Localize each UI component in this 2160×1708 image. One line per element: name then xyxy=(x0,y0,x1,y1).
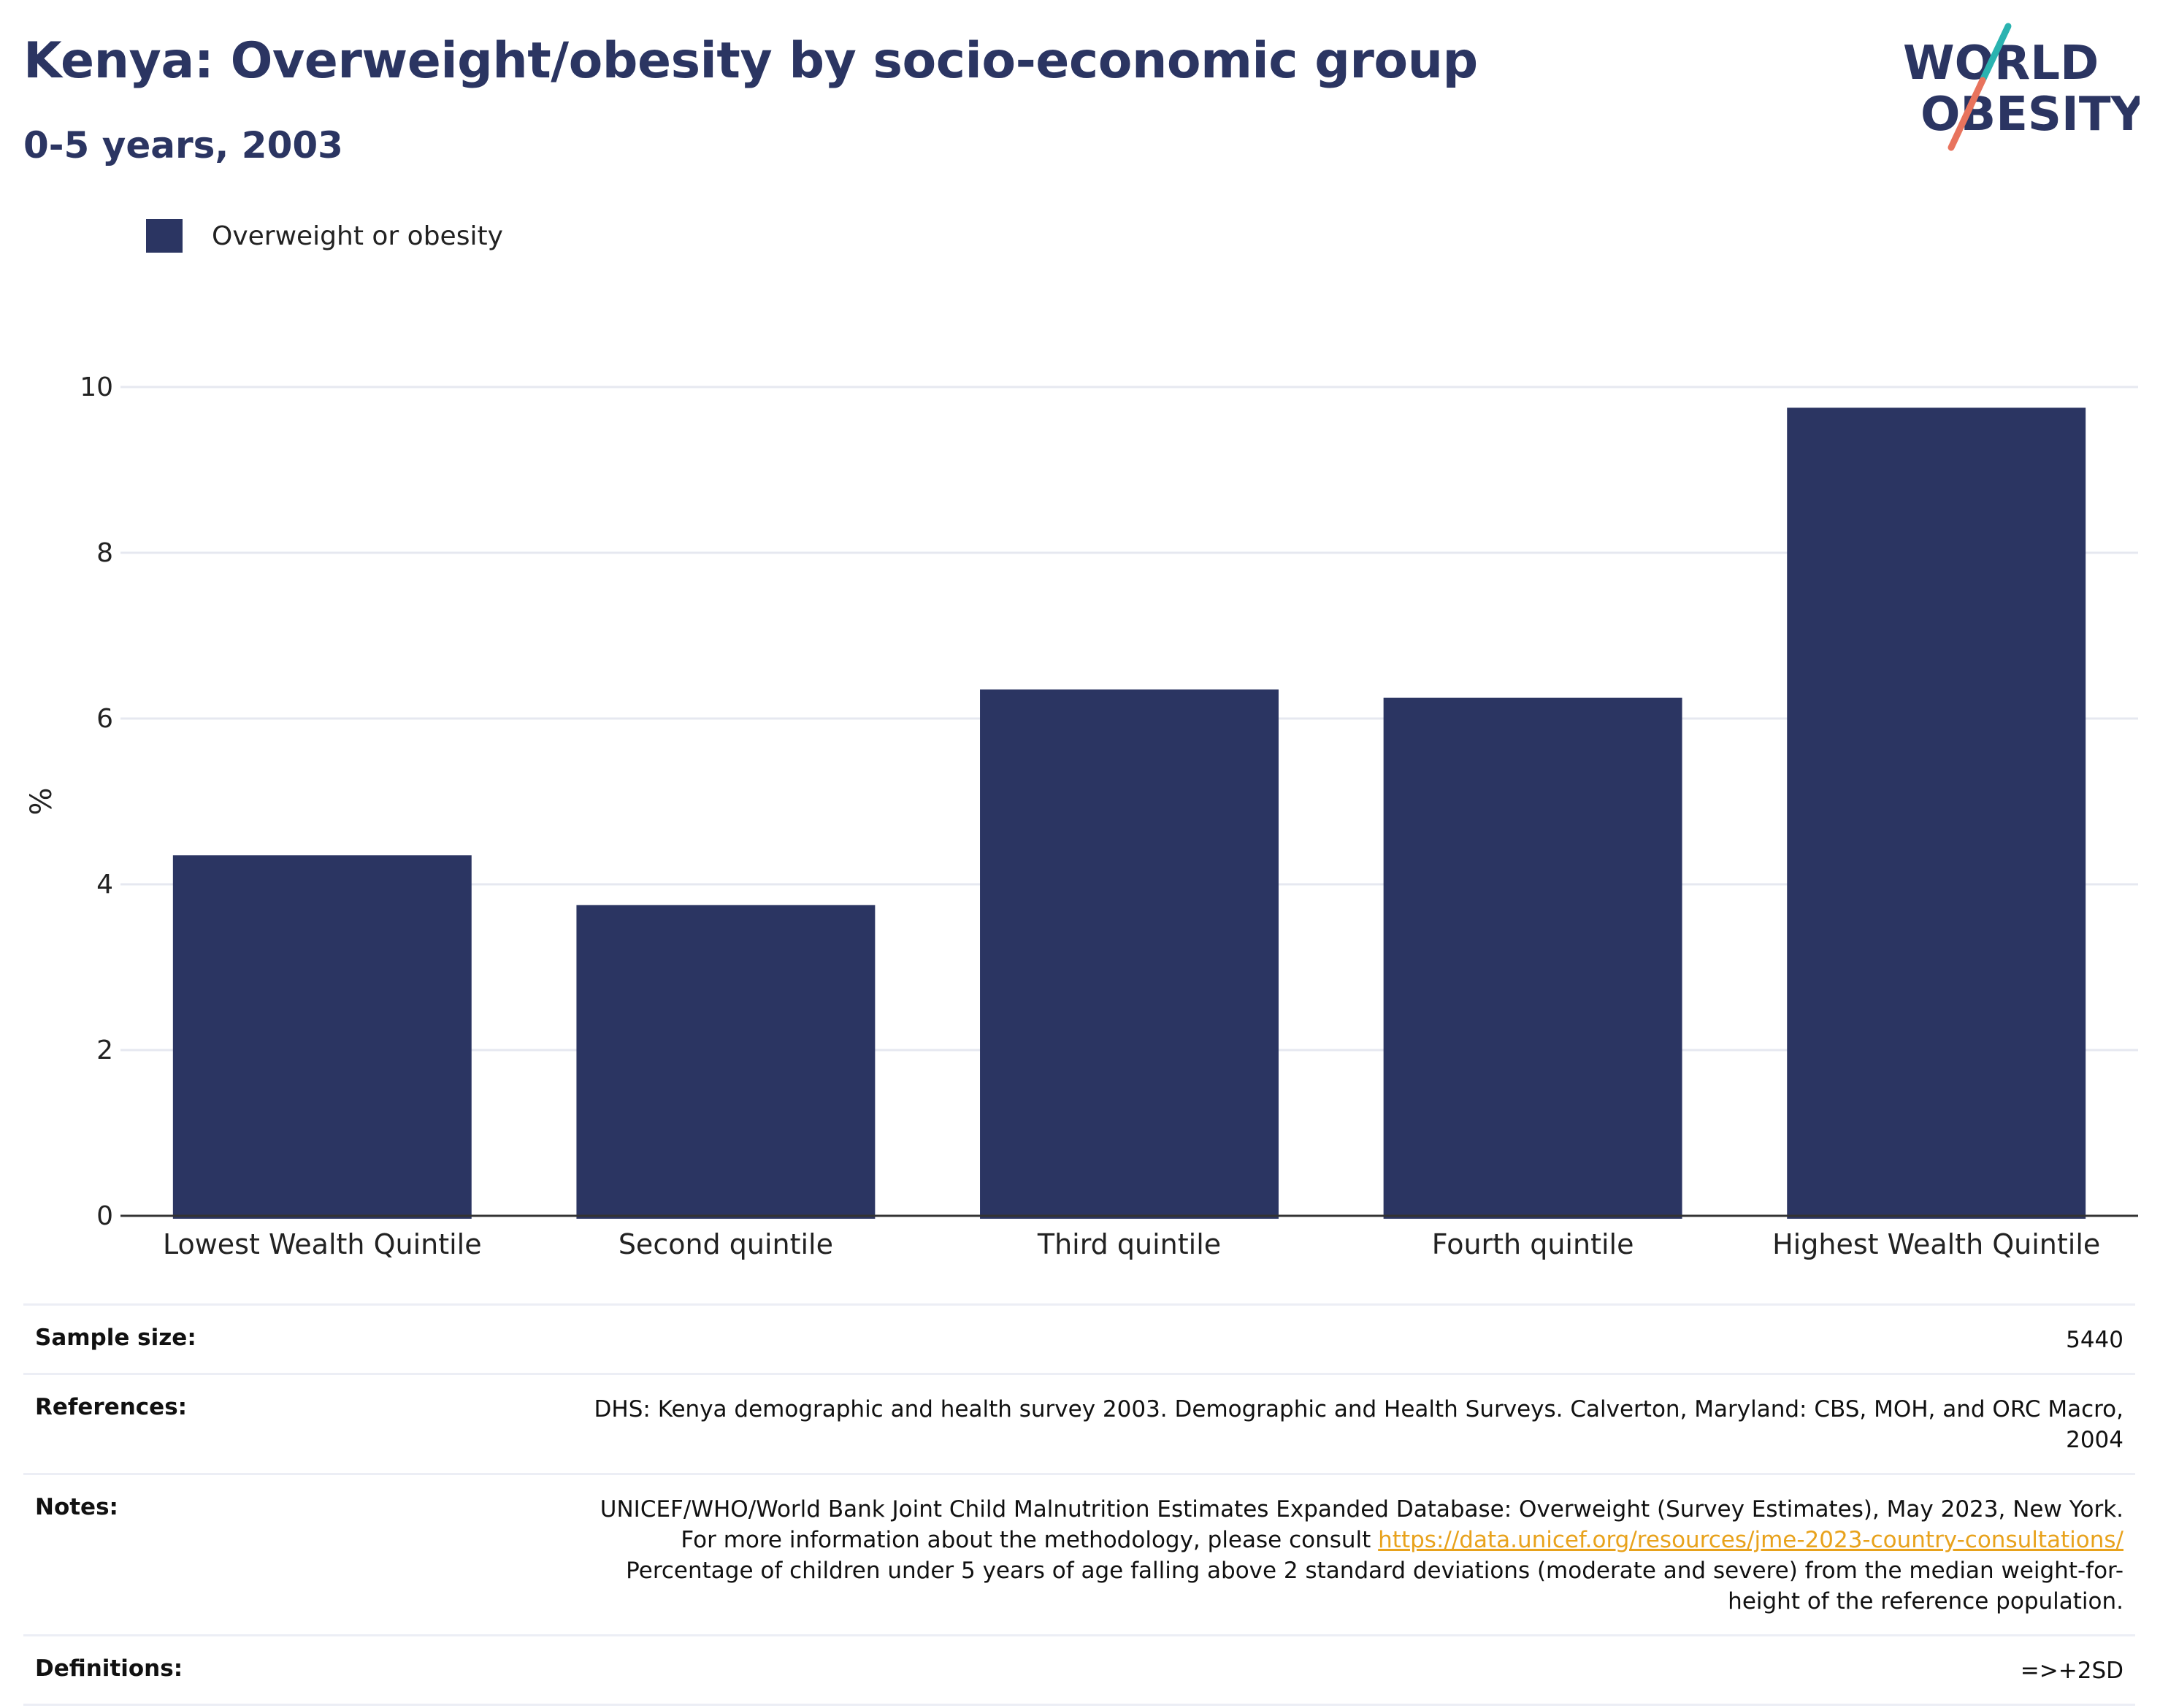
notes-value: UNICEF/WHO/World Bank Joint Child Malnut… xyxy=(590,1494,2123,1617)
legend-label: Overweight or obesity xyxy=(212,221,503,251)
y-tick-label: 4 xyxy=(96,870,113,900)
sample-size-row: Sample size: 5440 xyxy=(23,1303,2135,1373)
bars xyxy=(172,407,2086,1219)
notes-link[interactable]: https://data.unicef.org/resources/jme-20… xyxy=(1378,1527,2123,1553)
x-category-label: Fourth quintile xyxy=(1432,1228,1634,1260)
x-category-label: Second quintile xyxy=(618,1228,833,1260)
logo-slash-top xyxy=(1979,23,2012,84)
bar[interactable] xyxy=(1787,407,2086,1219)
x-axis-labels: Lowest Wealth Quintile Second quintile Thi… xyxy=(163,1228,2100,1260)
legend-swatch xyxy=(146,219,183,253)
notes-row: Notes: UNICEF/WHO/World Bank Joint Child… xyxy=(23,1473,2135,1634)
y-axis-title: % xyxy=(25,787,58,815)
chart-subtitle: 0-5 years, 2003 xyxy=(23,124,343,166)
bar-chart: 0 2 4 6 8 10 Lowest Wealth Quintile Second qui… xyxy=(25,372,2138,1260)
references-row: References: DHS: Kenya demographic and h… xyxy=(23,1373,2135,1473)
bar[interactable] xyxy=(576,905,876,1219)
y-tick-label: 6 xyxy=(96,704,113,734)
bar[interactable] xyxy=(980,689,1279,1219)
y-tick-label: 8 xyxy=(96,538,113,568)
notes-text-after: Percentage of children under 5 years of … xyxy=(626,1558,2123,1615)
info-table: Sample size: 5440 References: DHS: Kenya… xyxy=(23,1303,2135,1706)
y-tick-label: 0 xyxy=(96,1201,113,1231)
sample-size-value: 5440 xyxy=(2066,1327,2123,1353)
x-category-label: Lowest Wealth Quintile xyxy=(163,1228,482,1260)
notes-label: Notes: xyxy=(35,1494,118,1520)
definitions-label: Definitions: xyxy=(35,1655,183,1682)
x-category-label: Highest Wealth Quintile xyxy=(1772,1228,2100,1260)
bar[interactable] xyxy=(1383,697,1682,1219)
logo-slash-bottom xyxy=(1948,77,1986,151)
definitions-value: =>+2SD xyxy=(2020,1658,2123,1684)
logo-text-obesity: OBESITY xyxy=(1920,88,2140,142)
bar[interactable] xyxy=(172,855,472,1219)
chart-title: Kenya: Overweight/obesity by socio-econo… xyxy=(23,32,1478,90)
references-value: DHS: Kenya demographic and health survey… xyxy=(594,1396,2123,1453)
legend[interactable]: Overweight or obesity xyxy=(146,219,503,253)
definitions-row: Definitions: =>+2SD xyxy=(23,1634,2135,1706)
y-tick-label: 10 xyxy=(80,372,113,402)
notes-text: UNICEF/WHO/World Bank Joint Child Malnut… xyxy=(600,1496,2123,1553)
world-obesity-logo: WORLD OBESITY xyxy=(1903,23,2140,151)
y-axis-ticks: 0 2 4 6 8 10 xyxy=(80,372,113,1231)
references-label: References: xyxy=(35,1394,188,1420)
y-tick-label: 2 xyxy=(96,1035,113,1065)
x-category-label: Third quintile xyxy=(1037,1228,1221,1260)
sample-size-label: Sample size: xyxy=(35,1325,196,1351)
